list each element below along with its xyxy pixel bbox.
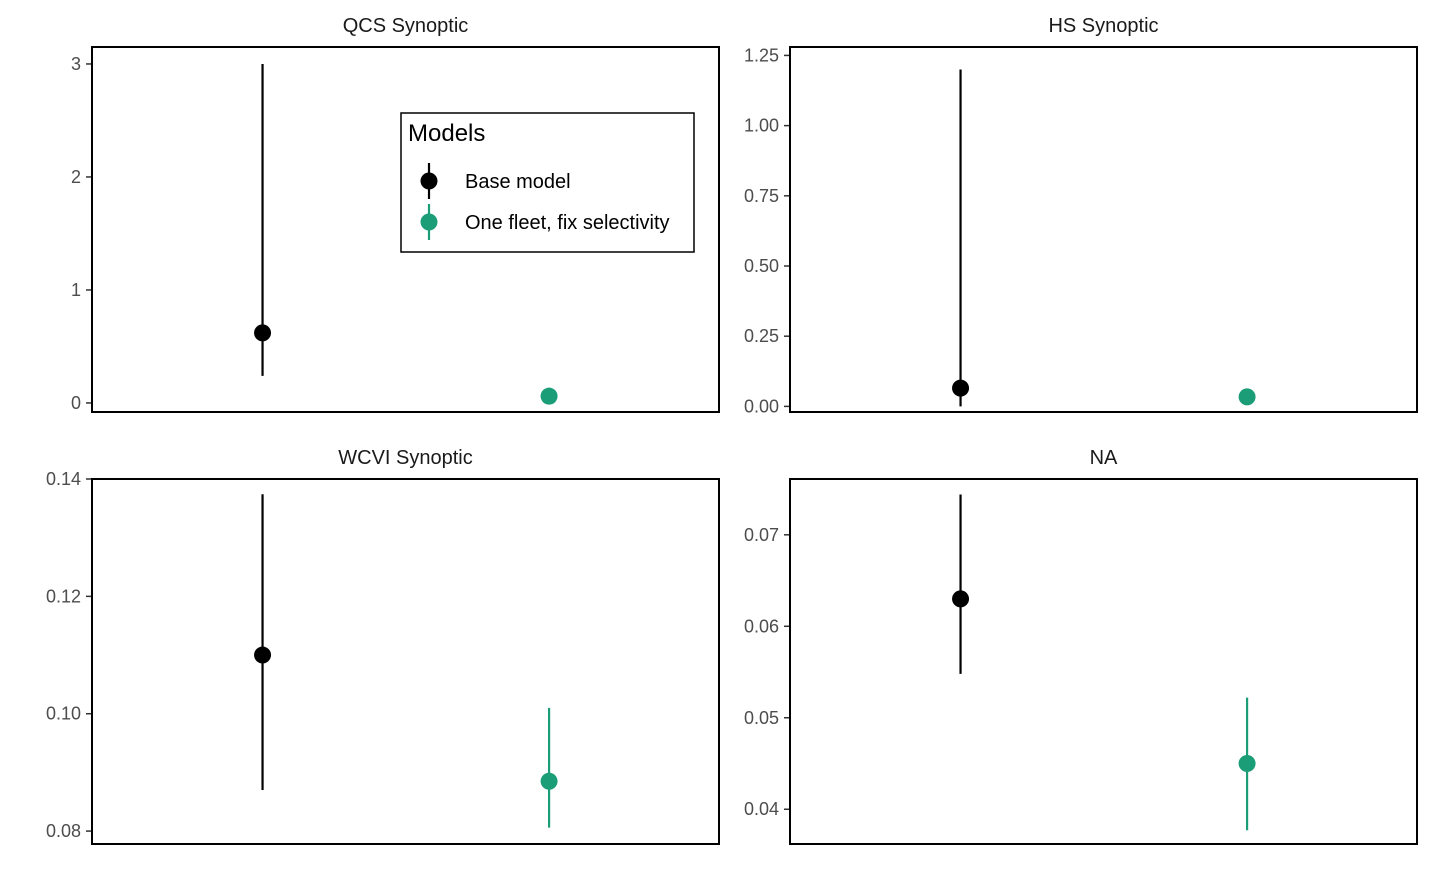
y-tick-label: 0.07: [744, 525, 779, 545]
panel-border: [789, 478, 1418, 845]
y-tick-label: 1: [71, 280, 81, 300]
panel-title: HS Synoptic: [1048, 15, 1158, 37]
y-tick-label: 0.25: [744, 326, 779, 346]
panel-border: [789, 46, 1418, 413]
point-one-fleet: [540, 387, 558, 405]
y-tick-label: 0.14: [46, 469, 81, 489]
y-tick-label: 2: [71, 167, 81, 187]
y-tick-label: 1.00: [744, 116, 779, 136]
y-tick-label: 0: [71, 393, 81, 413]
panel-border: [91, 46, 720, 413]
point-base-model: [254, 324, 272, 342]
legend-box: [400, 112, 695, 253]
panel-2: HS Synoptic 0.00 0.25 0.50 0.75 1.00 1.25: [744, 15, 1418, 416]
panel-4: NA 0.04 0.05 0.06 0.07: [744, 447, 1418, 845]
y-tick-label: 0.04: [744, 799, 779, 819]
legend-label: One fleet, fix selectivity: [465, 212, 670, 234]
y-tick-label: 0.12: [46, 586, 81, 606]
panel-title: QCS Synoptic: [343, 15, 469, 37]
legend-label: Base model: [465, 171, 571, 193]
y-tick-label: 0.75: [744, 186, 779, 206]
point-base-model: [254, 646, 272, 664]
legend-key-point: [420, 172, 438, 190]
y-tick-label: 3: [71, 54, 81, 74]
y-tick-label: 0.05: [744, 708, 779, 728]
panel-title: WCVI Synoptic: [338, 447, 472, 469]
legend-key-point: [420, 213, 438, 231]
panel-3: WCVI Synoptic 0.08 0.10 0.12 0.14: [46, 447, 720, 845]
point-base-model: [952, 590, 970, 608]
y-tick-label: 1.25: [744, 45, 779, 65]
point-one-fleet: [1238, 754, 1256, 772]
y-tick-label: 0.06: [744, 616, 779, 636]
point-one-fleet: [540, 772, 558, 790]
legend: Models Base model One fleet, fix selectivi…: [400, 112, 695, 253]
legend-title: Models: [408, 120, 485, 147]
y-tick-label: 0.50: [744, 256, 779, 276]
y-tick-label: 0.00: [744, 396, 779, 416]
point-one-fleet: [1238, 388, 1256, 406]
panel-border: [91, 478, 720, 845]
point-base-model: [952, 379, 970, 397]
panel-1: QCS Synoptic 0 1 2 3: [71, 15, 720, 413]
panel-title: NA: [1090, 447, 1118, 469]
y-tick-label: 0.10: [46, 704, 81, 724]
y-tick-label: 0.08: [46, 821, 81, 841]
